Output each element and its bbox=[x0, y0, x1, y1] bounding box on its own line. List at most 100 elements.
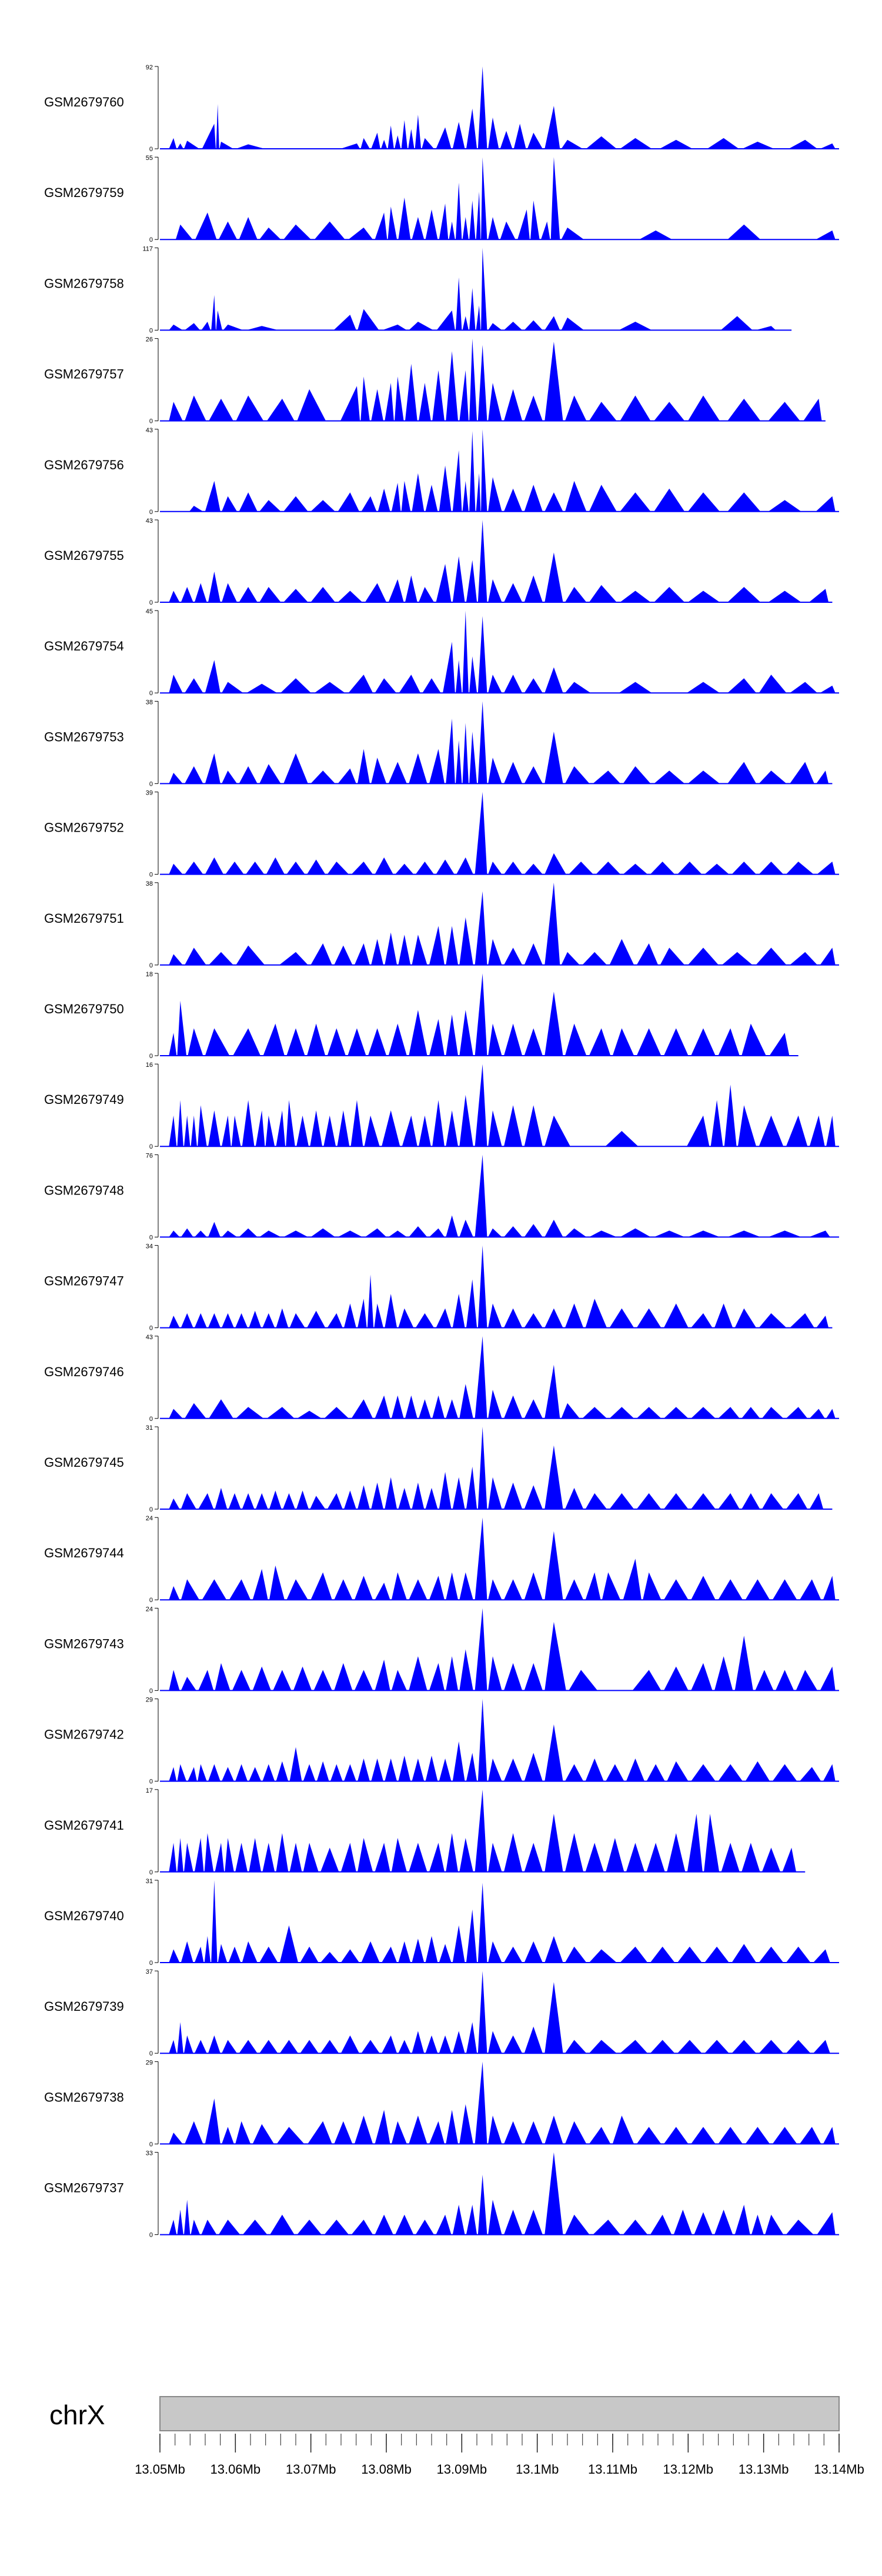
y-max-label: 43 bbox=[146, 1334, 153, 1341]
coverage-peak bbox=[820, 143, 836, 149]
coverage-peak bbox=[561, 317, 584, 331]
track-label: GSM2679744 bbox=[44, 1546, 124, 1560]
coverage-peak bbox=[710, 1100, 723, 1147]
coverage-peak bbox=[786, 2220, 814, 2235]
coverage-peak bbox=[169, 2220, 177, 2235]
coverage-peak bbox=[488, 1477, 502, 1509]
coverage-peak bbox=[620, 1946, 648, 1963]
coverage-peak bbox=[169, 590, 180, 602]
coverage-peak bbox=[475, 792, 487, 875]
coverage-peak bbox=[664, 1579, 689, 1600]
coverage-peak bbox=[169, 954, 183, 965]
coverage-peak bbox=[677, 1946, 702, 1963]
coverage-peak bbox=[524, 1663, 543, 1691]
coverage-peak bbox=[605, 1130, 639, 1147]
coverage-peak bbox=[409, 1226, 427, 1237]
coverage-peak bbox=[191, 1115, 197, 1147]
coverage-peak bbox=[585, 1843, 604, 1872]
coverage-peak bbox=[756, 326, 776, 331]
coverage-peak bbox=[232, 1670, 251, 1691]
coverage-peak bbox=[650, 1946, 675, 1963]
track-GSM2679737: GSM2679737 33 0 bbox=[44, 2150, 839, 2239]
coverage-peak bbox=[664, 1028, 689, 1056]
coverage-peak bbox=[266, 1407, 295, 1419]
coverage-peak bbox=[790, 1313, 814, 1328]
coverage-peak bbox=[745, 1579, 770, 1600]
coverage-peak bbox=[623, 766, 651, 784]
coverage-peak bbox=[181, 1677, 196, 1691]
coverage-peak bbox=[759, 1115, 784, 1147]
coverage-peak bbox=[466, 108, 477, 149]
coverage-peak bbox=[181, 1313, 193, 1328]
y-max-label: 92 bbox=[146, 64, 153, 71]
coverage-peak bbox=[504, 1482, 523, 1509]
y-min-label: 0 bbox=[149, 1778, 153, 1786]
coverage-peak bbox=[720, 316, 753, 331]
coverage-peak bbox=[236, 144, 265, 149]
coverage-peak bbox=[606, 1764, 624, 1781]
coverage-peak bbox=[211, 295, 216, 331]
coverage-peak bbox=[436, 1308, 452, 1328]
coverage-peak bbox=[446, 1399, 459, 1419]
coverage-peak bbox=[488, 675, 502, 693]
coverage-peak bbox=[786, 1946, 811, 1963]
x-tick-label: 13.06Mb bbox=[211, 2462, 261, 2477]
coverage-peak bbox=[181, 1579, 199, 1600]
track-GSM2679741: GSM2679741 17 0 bbox=[44, 1787, 806, 1876]
coverage-peak bbox=[816, 1316, 829, 1328]
track-GSM2679740: GSM2679740 31 0 bbox=[44, 1878, 839, 1967]
coverage-peak bbox=[348, 675, 373, 693]
coverage-peak bbox=[198, 1105, 207, 1147]
coverage-peak bbox=[667, 1761, 689, 1781]
coverage-peak bbox=[687, 1115, 710, 1147]
coverage-peak bbox=[606, 1838, 624, 1872]
coverage-peak bbox=[354, 1670, 373, 1691]
coverage-peak bbox=[249, 1767, 262, 1781]
coverage-peak bbox=[409, 1843, 427, 1872]
coverage-peak bbox=[320, 2040, 339, 2054]
coverage-peak bbox=[790, 762, 814, 784]
coverage-peak bbox=[769, 1033, 790, 1056]
coverage-peak bbox=[469, 338, 477, 421]
coverage-peak bbox=[504, 947, 523, 965]
track-label: GSM2679739 bbox=[44, 1999, 124, 2014]
coverage-peak bbox=[589, 1028, 611, 1056]
coverage-peak bbox=[504, 389, 523, 421]
coverage-peak bbox=[205, 660, 220, 693]
coverage-peak bbox=[475, 2061, 487, 2144]
coverage-peak bbox=[218, 221, 238, 240]
track-label: GSM2679754 bbox=[44, 639, 124, 653]
coverage-peak bbox=[310, 1572, 332, 1600]
track-label: GSM2679751 bbox=[44, 911, 124, 926]
coverage-peak bbox=[223, 324, 243, 331]
coverage-peak bbox=[759, 862, 784, 875]
coverage-peak bbox=[283, 496, 308, 512]
coverage-peak bbox=[432, 370, 445, 421]
coverage-peak bbox=[429, 749, 445, 784]
coverage-peak bbox=[239, 1228, 258, 1237]
coverage-peak bbox=[327, 1313, 343, 1328]
coverage-peak bbox=[365, 583, 387, 602]
coverage-peak bbox=[488, 579, 502, 602]
coverage-peak bbox=[469, 431, 476, 512]
coverage-peak bbox=[609, 1407, 634, 1419]
coverage-peak bbox=[477, 1245, 487, 1328]
coverage-peak bbox=[481, 429, 487, 512]
coverage-peak bbox=[677, 862, 702, 875]
track-label: GSM2679758 bbox=[44, 276, 124, 291]
coverage-peak bbox=[169, 1586, 180, 1600]
coverage-peak bbox=[504, 322, 523, 331]
coverage-peak bbox=[222, 1313, 234, 1328]
coverage-peak bbox=[466, 2022, 477, 2054]
coverage-peak bbox=[249, 1838, 262, 1872]
coverage-peak bbox=[586, 136, 617, 149]
coverage-peak bbox=[809, 1493, 824, 1509]
coverage-peak bbox=[188, 1767, 197, 1781]
coverage-peak bbox=[211, 1880, 218, 1963]
coverage-peak bbox=[371, 1482, 383, 1509]
coverage-peak bbox=[585, 1572, 601, 1600]
coverage-peak bbox=[643, 1572, 662, 1600]
coverage-peak bbox=[246, 862, 265, 875]
coverage-peak bbox=[310, 500, 335, 512]
coverage-peak bbox=[466, 1909, 477, 1963]
